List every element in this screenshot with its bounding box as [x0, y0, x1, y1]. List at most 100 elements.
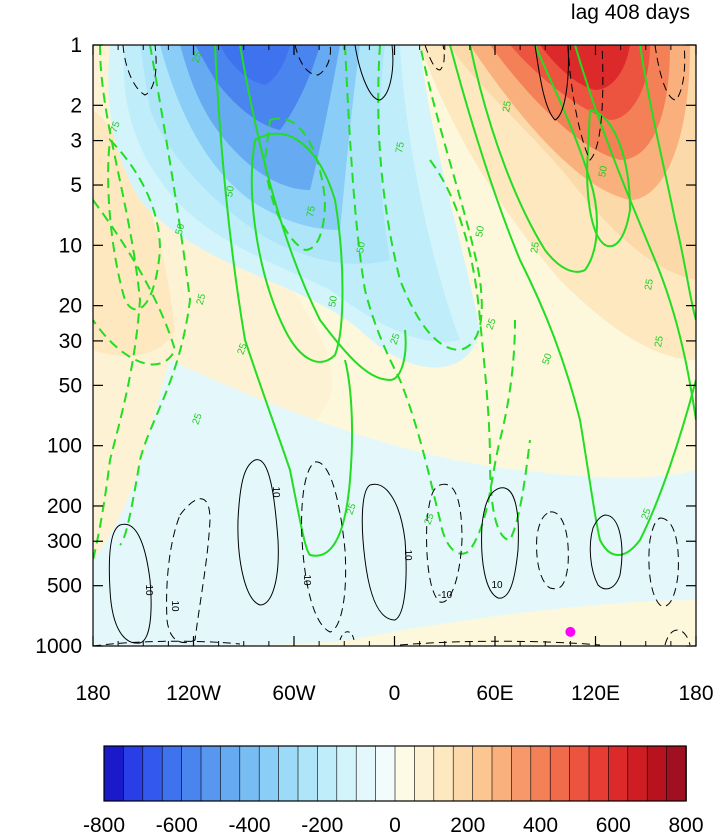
y-tick-label: 1 [70, 34, 82, 57]
green-contours [93, 45, 696, 561]
y-tick-label: 100 [47, 435, 82, 458]
green-contour-labels: 75 50 25 75 50 25 25 25 50 75 25 50 25 50 25 25 50 25 50 25… [109, 50, 666, 526]
colorbar-tick-label: -600 [156, 814, 198, 837]
colorbar-swatch [336, 745, 357, 802]
colorbar-tick-label: -400 [228, 814, 270, 837]
colorbar-swatch [472, 745, 493, 802]
colorbar-swatch [239, 745, 261, 802]
colorbar-swatch [355, 745, 377, 802]
colorbar-swatch [627, 745, 648, 802]
colorbar-swatch [103, 745, 125, 802]
green-contour-label: 50 [174, 222, 188, 236]
shaded-field [93, 45, 696, 646]
black-contour-label: 10 [491, 580, 503, 591]
black-contour-label: 10 [270, 486, 281, 498]
green-contour-label: 25 [191, 412, 205, 427]
green-contour-label: 75 [109, 120, 123, 135]
colorbar-tick-label: -800 [83, 814, 125, 837]
colorbar-tick-label: 0 [389, 814, 401, 837]
green-contour-label: 25 [423, 512, 437, 527]
colorbar-tick-label: -200 [301, 814, 343, 837]
green-contour-label: 50 [541, 352, 555, 367]
green-contour-label: 50 [355, 241, 368, 254]
colorbar-swatch [608, 745, 629, 802]
x-tick-label: 120E [571, 682, 620, 705]
black-contour-label: 10 [169, 600, 180, 612]
colorbar-swatch [530, 745, 551, 802]
black-contour-label: 10 [301, 574, 312, 586]
colorbar-swatch [452, 745, 474, 802]
x-tick-label: 180 [75, 682, 110, 705]
colorbar-swatch [200, 745, 222, 802]
colorbar-tick-label: 400 [523, 814, 558, 837]
colorbar-swatch [414, 745, 435, 802]
colorbar-swatch [181, 745, 202, 802]
x-tick-label: 60E [476, 682, 513, 705]
green-contour-label: 25 [501, 100, 514, 113]
colorbar-tick-label: 800 [668, 814, 703, 837]
x-tick-label: 120W [166, 682, 221, 705]
y-tick-label: 1000 [35, 635, 82, 658]
y-tick-label: 500 [47, 575, 82, 598]
green-contour-label: 25 [485, 317, 499, 332]
y-tick-label: 300 [47, 530, 82, 553]
green-contour-label: 25 [345, 502, 359, 517]
colorbar-swatch [569, 745, 590, 802]
colorbar-swatch [258, 745, 280, 802]
colorbar-swatch [220, 745, 241, 802]
colorbar-swatch [123, 745, 144, 802]
green-contour-label: 50 [597, 165, 610, 178]
green-contour-label: 25 [529, 241, 542, 254]
y-tick-label: 5 [70, 174, 82, 197]
black-contour-label: 10 [402, 549, 413, 561]
black-contours [93, 45, 691, 646]
colorbar-swatch [491, 745, 513, 802]
black-contour-label: -10 [438, 590, 453, 601]
green-contour-label: 75 [394, 141, 407, 154]
y-tick-label: 20 [59, 295, 82, 318]
green-contour-label: 25 [389, 332, 403, 347]
green-contour-label: 25 [653, 335, 666, 348]
colorbar-frame [103, 745, 687, 802]
colorbar-labels: -800 -600 -400 -200 0 200 400 600 800 [83, 814, 704, 837]
colorbar-swatch [142, 745, 164, 802]
colorbar-swatch [375, 745, 396, 802]
green-contour-label: 75 [305, 205, 318, 218]
colorbar-swatch [394, 745, 416, 802]
x-axis: 180 120W 60W 0 60E 120E 180 [75, 45, 714, 705]
green-contour-label: 25 [643, 278, 656, 291]
green-contour-label: 50 [224, 185, 237, 198]
colorbar-swatch [433, 745, 454, 802]
colorbar-swatch [511, 745, 532, 802]
y-tick-label: 2 [70, 94, 82, 117]
green-contour-label: 25 [195, 292, 209, 306]
colorbar-tick-label: 200 [450, 814, 485, 837]
green-contour-label: 25 [640, 507, 654, 522]
colorbar-swatch [317, 745, 338, 802]
green-contour-label: 25 [191, 50, 205, 64]
colorbar-swatch [161, 745, 183, 802]
x-tick-label: 180 [678, 682, 713, 705]
x-tick-label: 0 [389, 682, 401, 705]
y-tick-label: 50 [59, 374, 82, 397]
location-marker [565, 626, 576, 637]
green-contour-label: 25 [236, 342, 250, 357]
y-tick-label: 10 [59, 234, 82, 257]
colorbar-tick-label: 600 [596, 814, 631, 837]
colorbar-swatch [549, 745, 571, 802]
y-axis: 1 2 3 5 10 20 30 50 100 200 300 500 1000 [35, 34, 696, 658]
colorbar-swatch [646, 745, 668, 802]
y-tick-label: 30 [59, 330, 82, 353]
colorbar-swatch [278, 745, 299, 802]
green-contour-label: 50 [474, 225, 487, 238]
black-contour-labels: 10 10 10 10 10 -10 10 [143, 486, 503, 612]
chart-title: lag 408 days [571, 1, 690, 24]
colorbar-swatch [588, 745, 610, 802]
y-tick-label: 200 [47, 495, 82, 518]
black-contour-label: 10 [143, 584, 154, 596]
colorbar-swatch [666, 745, 687, 802]
x-tick-label: 60W [272, 682, 315, 705]
green-contour-label: 50 [327, 295, 340, 308]
y-tick-label: 3 [70, 130, 82, 153]
